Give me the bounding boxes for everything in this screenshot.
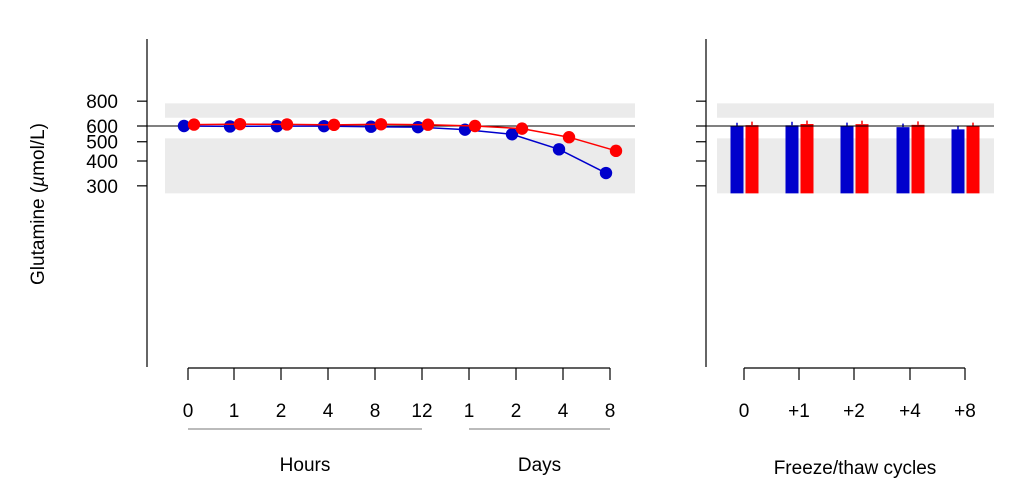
data-point bbox=[327, 118, 341, 132]
data-point bbox=[280, 118, 294, 131]
shaded-band-0 bbox=[717, 103, 994, 118]
x-tick-label: 4 bbox=[558, 401, 569, 422]
x-tick-label: 12 bbox=[411, 401, 432, 422]
bar-1 bbox=[800, 124, 814, 194]
shaded-band-0 bbox=[165, 103, 635, 118]
data-point bbox=[562, 131, 576, 144]
bar-0 bbox=[951, 129, 965, 194]
x-tick-label: 4 bbox=[323, 401, 334, 422]
x-tick-label: 0 bbox=[739, 401, 750, 422]
x-tick-label: 0 bbox=[183, 401, 194, 422]
bar-1 bbox=[855, 124, 869, 194]
x-tick-label: 2 bbox=[511, 401, 522, 422]
y-tick-label: 300 bbox=[86, 177, 118, 198]
x-tick-label: +2 bbox=[843, 401, 865, 422]
x-tick-label: +8 bbox=[954, 401, 976, 422]
data-point bbox=[317, 119, 331, 133]
x-tick-label: 8 bbox=[605, 401, 616, 422]
y-tick-label: 600 bbox=[86, 117, 118, 138]
bar-chart-panel: 0 +1 +2 +4 +8 Freeze/thaw cycles bbox=[696, 39, 994, 479]
y-axis-label-suffix: mol/L) bbox=[28, 123, 49, 176]
bar-0 bbox=[840, 126, 854, 194]
bar-0 bbox=[896, 127, 910, 194]
data-point bbox=[223, 120, 237, 133]
bar-1 bbox=[911, 124, 925, 194]
data-point bbox=[270, 119, 284, 133]
y-axis-label-prefix: Glutamine ( bbox=[28, 186, 49, 285]
bar-1 bbox=[966, 126, 980, 194]
x-tick-label: 1 bbox=[464, 401, 475, 422]
series-line-0 bbox=[183, 125, 607, 174]
y-tick-label: 400 bbox=[86, 152, 118, 173]
y-axis-label: Glutamine (µmol/L) bbox=[28, 123, 49, 285]
x-tick-label: +1 bbox=[788, 401, 810, 422]
data-point bbox=[609, 144, 623, 158]
data-point bbox=[552, 143, 566, 156]
data-point bbox=[177, 119, 191, 133]
x-axis-title: Freeze/thaw cycles bbox=[774, 458, 937, 479]
x-tick-label: +4 bbox=[899, 401, 921, 422]
group-label: Days bbox=[518, 455, 561, 476]
data-point bbox=[364, 120, 378, 133]
x-tick-label: 1 bbox=[229, 401, 240, 422]
y-axis-label-mu: µ bbox=[28, 176, 49, 188]
data-point bbox=[421, 118, 435, 131]
bar-1 bbox=[745, 125, 759, 194]
x-tick-label: 8 bbox=[370, 401, 381, 422]
data-point bbox=[505, 128, 519, 141]
series-line-1 bbox=[193, 123, 617, 152]
data-point bbox=[458, 123, 472, 136]
bar-0 bbox=[730, 126, 744, 194]
x-tick-label: 2 bbox=[276, 401, 287, 422]
group-label: Hours bbox=[280, 455, 331, 476]
data-point bbox=[515, 122, 529, 135]
data-point bbox=[187, 118, 201, 131]
data-point bbox=[233, 117, 247, 131]
bar-0 bbox=[785, 125, 799, 194]
data-point bbox=[374, 118, 388, 131]
data-point bbox=[468, 119, 482, 133]
y-tick-label: 500 bbox=[86, 133, 118, 154]
y-tick-label: 800 bbox=[86, 92, 118, 113]
data-point bbox=[599, 166, 613, 180]
